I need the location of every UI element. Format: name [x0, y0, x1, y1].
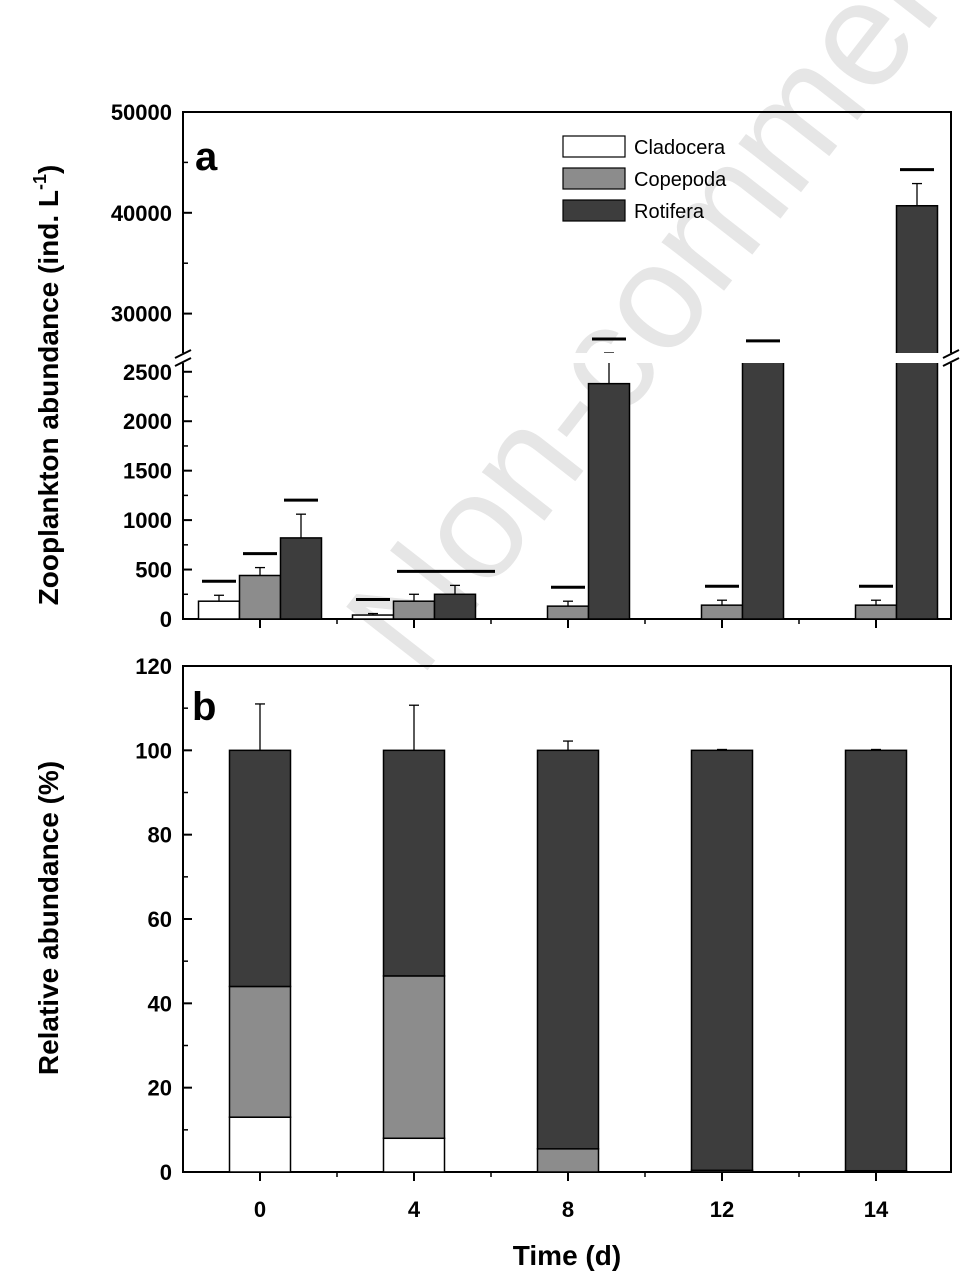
- ytick-label-b-80: 80: [148, 823, 172, 848]
- xtick-label-14: 14: [864, 1197, 889, 1222]
- panel-b-ylabel: Relative abundance (%): [33, 761, 64, 1075]
- panel-a-label: a: [195, 135, 218, 179]
- x-axis-label: Time (d): [513, 1240, 621, 1271]
- ytick-label-a-30000: 30000: [111, 302, 172, 327]
- axis-break-mark-0-b: [174, 357, 192, 367]
- ytick-label-a-1500: 1500: [123, 459, 172, 484]
- bar-a-rotifera-0: [279, 537, 323, 620]
- bar-b-rotifera-12: [690, 749, 754, 1172]
- xtick-label-0: 0: [254, 1197, 266, 1222]
- panel-a-ylabel-end: ): [33, 165, 64, 174]
- bar-b-copepoda-8: [536, 1148, 600, 1173]
- panel-a-ylabel: Zooplankton abundance (ind. L-1): [30, 165, 64, 606]
- ytick-label-a-0: 0: [160, 607, 172, 632]
- axis-break-mark-0-a: [174, 349, 192, 359]
- bar-b-copepoda-0: [228, 985, 292, 1118]
- bar-a-copepoda-14: [854, 604, 898, 620]
- axis-break-mark-1-a: [942, 349, 960, 359]
- legend: Cladocera Copepoda Rotifera: [562, 135, 727, 223]
- bar-a-copepoda-4: [392, 600, 436, 620]
- bar-b-copepoda-4: [382, 975, 446, 1140]
- panel-a-bars: [197, 168, 939, 620]
- legend-label-copepoda: Copepoda: [634, 169, 727, 191]
- bar-b-rotifera-4: [382, 749, 446, 977]
- ytick-label-a-500: 500: [135, 558, 172, 583]
- ytick-label-b-120: 120: [135, 654, 172, 679]
- panel-b-ticks: 0 20 40 60 80 100 120 0 4 8 12 14: [135, 654, 889, 1222]
- bar-a-rotifera-12: [741, 360, 785, 620]
- bar-b-cladocera-0: [228, 1116, 292, 1173]
- bar-a-cladocera-0: [197, 600, 241, 620]
- bar-a-rotifera-14: [895, 204, 939, 620]
- ytick-label-b-100: 100: [135, 738, 172, 763]
- bar-a-copepoda-8: [546, 605, 590, 620]
- axis-break-mark-1-b: [942, 357, 960, 367]
- bar-a-rotifera-8: [587, 382, 631, 620]
- legend-swatch-cladocera: [562, 135, 626, 158]
- panel-a: 0 500 1000 1500 2000 2500 30000 40000 50000 a Cl…: [111, 100, 960, 632]
- bar-a-cladocera-4: [351, 614, 395, 620]
- bar-b-rotifera-14: [844, 749, 908, 1172]
- xtick-label-4: 4: [408, 1197, 421, 1222]
- ytick-label-a-50000: 50000: [111, 100, 172, 125]
- bar-a-copepoda-0: [238, 574, 282, 620]
- bar-a-rotifera-4: [433, 593, 477, 620]
- legend-swatch-copepoda: [562, 167, 626, 190]
- panel-a-ylabel-text: Zooplankton abundance (ind. L: [33, 190, 64, 605]
- ytick-label-a-1000: 1000: [123, 508, 172, 533]
- legend-label-cladocera: Cladocera: [634, 137, 726, 159]
- ytick-label-b-40: 40: [148, 991, 172, 1016]
- ytick-label-a-40000: 40000: [111, 201, 172, 226]
- bar-b-rotifera-8: [536, 749, 600, 1150]
- ytick-label-a-2500: 2500: [123, 360, 172, 385]
- ytick-label-b-20: 20: [148, 1076, 172, 1101]
- ytick-label-b-60: 60: [148, 907, 172, 932]
- bar-a-copepoda-12: [700, 604, 744, 620]
- bar-b-cladocera-4: [382, 1137, 446, 1173]
- panel-a-ylabel-sup: -1: [30, 174, 50, 190]
- legend-label-rotifera: Rotifera: [634, 201, 705, 223]
- xtick-label-8: 8: [562, 1197, 574, 1222]
- bar-b-rotifera-0: [228, 749, 292, 988]
- axis-break-gap: [176, 353, 958, 363]
- xtick-label-12: 12: [710, 1197, 734, 1222]
- ytick-label-b-0: 0: [160, 1160, 172, 1185]
- legend-swatch-rotifera: [562, 199, 626, 222]
- panel-a-ticks: 0 500 1000 1500 2000 2500 30000 40000 50000: [111, 100, 960, 632]
- ytick-label-a-2000: 2000: [123, 409, 172, 434]
- panel-b-label: b: [192, 685, 216, 729]
- panel-b: 0 20 40 60 80 100 120 0 4 8 12 14 b: [135, 654, 952, 1222]
- panel-b-bars: [228, 703, 908, 1173]
